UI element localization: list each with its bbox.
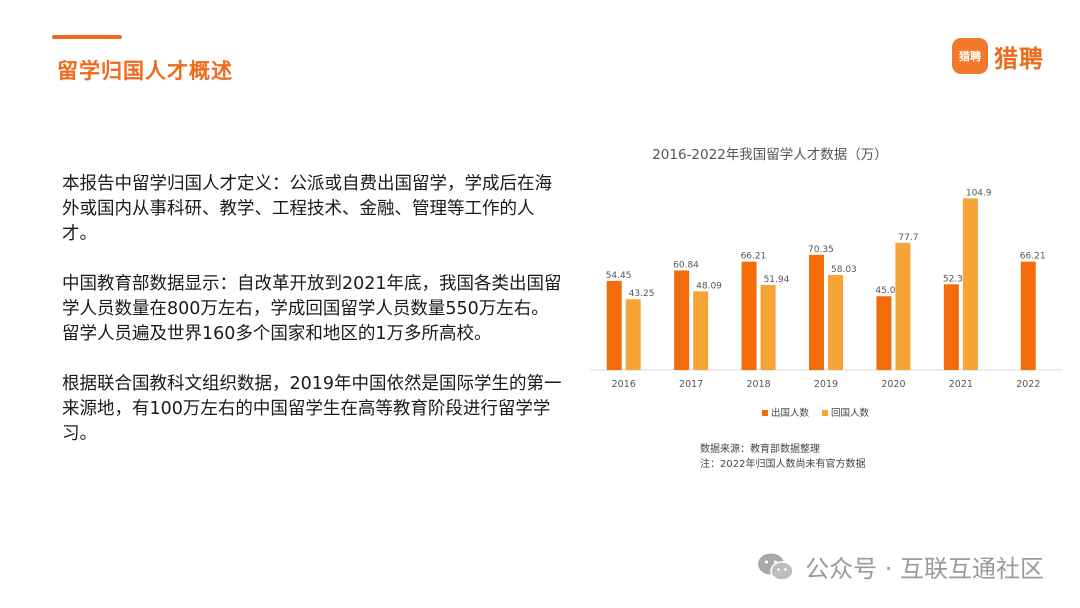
data-label: 60.84 [673,260,699,270]
data-label: 66.21 [741,252,767,262]
chart-source-note: 数据来源：教育部数据整理 [700,444,820,455]
data-label: 54.45 [606,271,632,281]
logo-brand-name: 猎聘 [994,44,1044,73]
bar-series-0 [876,296,892,370]
data-label: 45.091 [875,286,907,296]
logo-badge-icon: 猎聘 [952,38,988,74]
legend-swatch [822,410,828,416]
legend-swatch [762,410,768,416]
x-tick-label: 2017 [679,379,703,390]
watermark-text: 公众号 · 互联互通社区 [805,555,1044,583]
bar-series-1 [693,291,709,370]
data-label: 52.37 [943,274,969,284]
data-label: 66.21 [1020,252,1046,262]
x-tick-label: 2022 [1016,379,1040,390]
title-accent-line [52,35,122,39]
bar-series-0 [1020,261,1036,370]
bar-series-0 [741,261,757,370]
bar-series-1 [828,275,843,370]
data-label: 48.09 [696,281,722,291]
bar-chart: 54.45 43.25 2016 60.84 48.09 2017 66.21 51.94 20… [590,188,1062,419]
brand-logo: 猎聘 猎聘 [952,38,1044,74]
x-tick-label: 2016 [612,379,636,390]
bar-series-1 [625,299,641,370]
chart-title: 2016-2022年我国留学人才数据（万） [652,147,888,163]
legend-label: 回国人数 [831,407,870,419]
bar-series-1 [962,198,978,370]
chart-footnote: 注：2022年归国人数尚未有官方数据 [700,459,866,470]
legend-label: 出国人数 [771,407,810,419]
data-label: 58.03 [831,265,857,275]
body-text: 本报告中留学归国人才定义：公派或自费出国留学，学成后在海外或国内从事科研、教学、… [62,172,562,472]
bar-series-1 [760,285,776,370]
data-label: 51.94 [764,275,790,285]
data-label: 43.25 [629,289,655,299]
bar-series-0 [674,270,690,370]
bar-series-0 [606,280,622,370]
x-tick-label: 2021 [949,379,973,390]
watermark: 公众号 · 互联互通社区 [757,549,1044,584]
paragraph-definition: 本报告中留学归国人才定义：公派或自费出国留学，学成后在海外或国内从事科研、教学、… [62,174,552,244]
data-label: 77.7 [898,233,918,243]
chart-notes: 数据来源：教育部数据整理 注：2022年归国人数尚未有官方数据 [700,442,865,472]
bar-series-0 [809,254,824,370]
x-tick-label: 2018 [746,379,770,390]
paragraph-unesco-data: 根据联合国教科文组织数据，2019年中国依然是国际学生的第一来源地，有100万左… [62,374,562,444]
data-label: 104.9 [966,188,992,198]
paragraph-moe-data: 中国教育部数据显示：自改革开放到2021年底，我国各类出国留学人员数量在800万… [62,274,562,344]
bar-series-0 [943,284,959,370]
x-tick-label: 2020 [881,379,905,390]
bar-series-1 [895,242,911,370]
page-title: 留学归国人才概述 [57,59,233,83]
wechat-icon [758,553,794,581]
data-label: 70.35 [808,245,834,255]
x-tick-label: 2019 [814,379,838,390]
